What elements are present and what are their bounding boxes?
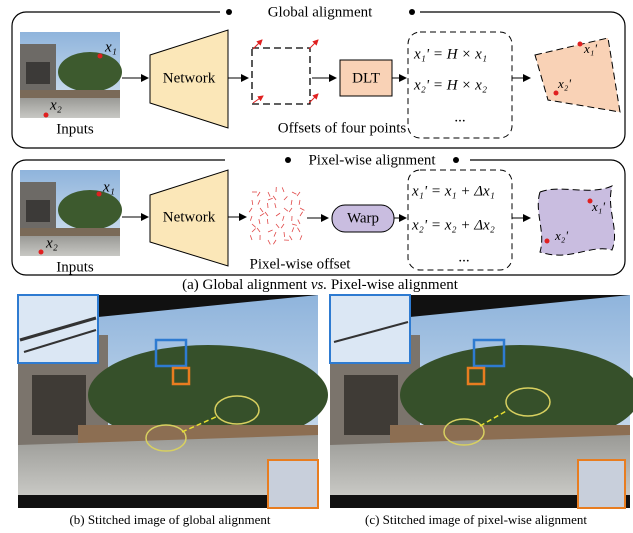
- flow-vector: [273, 240, 276, 244]
- flow-vector: [289, 208, 292, 212]
- point-label: x₂': [554, 228, 568, 243]
- flow-vector: [259, 219, 260, 224]
- flow-vector: [292, 227, 294, 232]
- point-label: x₂': [557, 76, 571, 91]
- flow-vector: [300, 208, 304, 210]
- flow-vector: [268, 230, 273, 232]
- flow-vector: [260, 208, 263, 212]
- flow-vector: [274, 232, 276, 237]
- figure: Global alignment x₁ x₂ Inputs Network DL…: [0, 0, 633, 533]
- flow-vector: [268, 198, 273, 200]
- flow-vector: [250, 216, 252, 221]
- flow-vector: [257, 192, 260, 196]
- label: Network: [163, 70, 216, 86]
- panel-title: Pixel-wise alignment: [308, 152, 436, 168]
- flow-vector: [284, 232, 285, 237]
- label: ...: [458, 249, 469, 265]
- flow-vector: [297, 228, 300, 232]
- label: Inputs: [56, 121, 94, 137]
- label: DLT: [352, 70, 380, 86]
- flow-vector: [268, 240, 270, 244]
- flow-vector: [276, 213, 280, 216]
- flow-vector: [276, 224, 279, 228]
- point-label: x₁': [591, 199, 605, 214]
- flow-vector: [297, 192, 300, 196]
- flow-vector: [252, 224, 256, 227]
- flow-vector: [300, 235, 302, 240]
- caption: (c) Stitched image of pixel-wise alignme…: [365, 512, 587, 527]
- caption: (b) Stitched image of global alignment: [69, 512, 270, 527]
- flow-vector: [257, 228, 260, 232]
- stitched-image: [18, 295, 328, 508]
- flow-vector: [252, 200, 253, 205]
- equation: x₂' = x₂ + Δx₂: [411, 217, 495, 233]
- equation: x₁' = H × x₁: [413, 46, 487, 62]
- warped-shape: [538, 186, 614, 255]
- panel-title: Global alignment: [268, 4, 373, 20]
- flow-vector: [289, 236, 292, 240]
- flow-vector: [275, 203, 276, 208]
- flow-vector: [258, 200, 260, 205]
- label: Pixel-wise offset: [250, 256, 352, 272]
- flow-vector: [291, 200, 292, 205]
- flow-vector: [268, 192, 270, 197]
- flow-vector: [298, 220, 300, 224]
- flow-vector: [260, 213, 264, 216]
- flow-vector: [252, 229, 256, 232]
- point-label: x₁: [102, 179, 115, 195]
- caption: (a) Global alignment vs. Pixel-wise alig…: [182, 277, 459, 293]
- stitched-image: [330, 295, 633, 508]
- flow-vector: [281, 224, 284, 228]
- label: ...: [454, 109, 465, 125]
- point-label: x₁: [104, 39, 117, 55]
- flow-vector: [273, 196, 276, 200]
- flow-vector: [282, 187, 284, 192]
- flow-vector: [249, 208, 252, 212]
- flow-vector: [292, 224, 297, 225]
- point-label: x₁': [583, 41, 597, 56]
- warped-shape: [535, 38, 620, 112]
- flow-vector: [299, 200, 300, 205]
- flow-vector: [250, 235, 252, 240]
- label: Network: [163, 209, 216, 225]
- flow-vector: [267, 219, 268, 224]
- flow-vector: [283, 216, 284, 221]
- flow-vector: [300, 212, 303, 216]
- flow-vector: [292, 192, 296, 194]
- label: Inputs: [56, 259, 94, 275]
- flow-vector: [265, 212, 268, 216]
- equation: x₂' = H × x₂: [413, 77, 487, 93]
- flow-vector: [284, 196, 287, 200]
- label: Offsets of four points: [278, 120, 407, 136]
- flow-vector: [284, 208, 288, 211]
- point-label: x₂: [45, 235, 58, 251]
- equation: x₁' = x₁ + Δx₁: [411, 183, 495, 199]
- label: Warp: [347, 210, 379, 226]
- point-label: x₂: [49, 97, 62, 113]
